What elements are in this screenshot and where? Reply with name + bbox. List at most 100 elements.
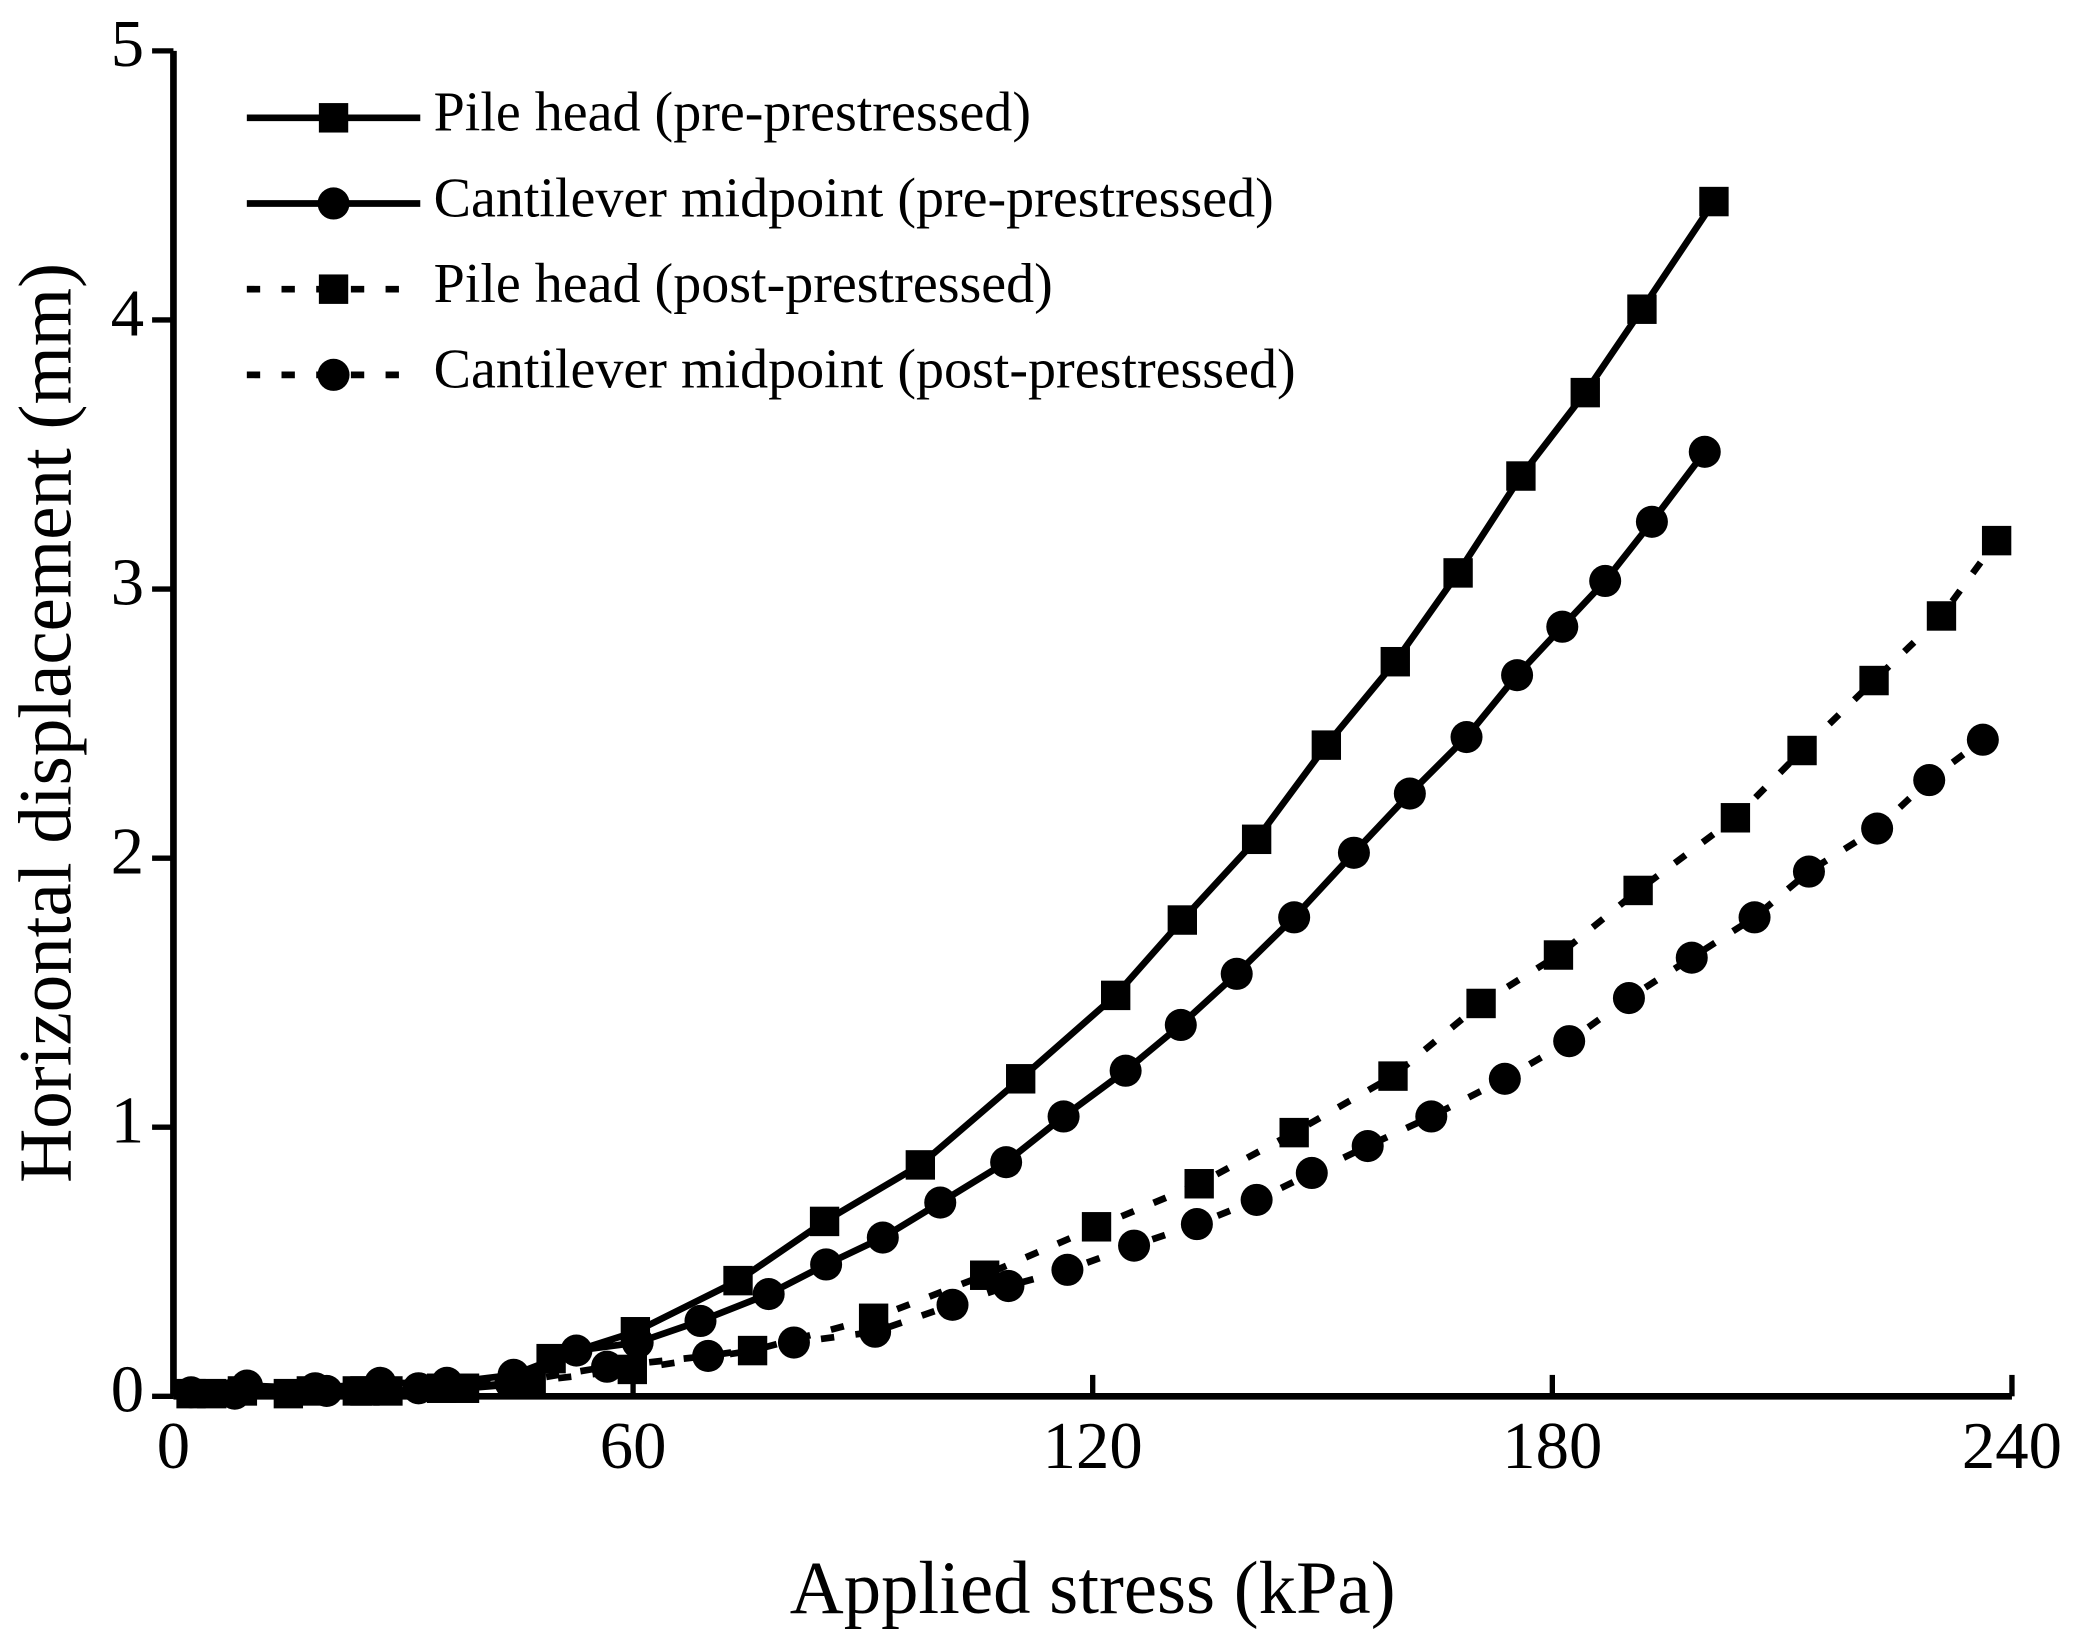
marker [1220, 957, 1253, 990]
marker [1501, 659, 1534, 692]
marker [1488, 1062, 1521, 1095]
marker [990, 1146, 1023, 1179]
marker [1180, 1208, 1213, 1241]
legend-label: Pile head (post-prestressed) [434, 253, 1053, 315]
x-axis-title: Applied stress (kPa) [790, 1547, 1396, 1630]
marker [1109, 1054, 1142, 1087]
series [197, 525, 2012, 1409]
marker [318, 274, 349, 304]
marker [317, 187, 350, 220]
marker [1589, 564, 1622, 598]
marker [591, 1350, 624, 1383]
marker [1553, 1025, 1586, 1058]
marker [218, 1377, 251, 1410]
marker [1627, 294, 1657, 324]
marker [1623, 875, 1653, 906]
marker [1450, 720, 1483, 754]
marker [1688, 435, 1721, 468]
marker [924, 1186, 957, 1219]
marker [752, 1278, 785, 1311]
marker [1543, 940, 1574, 970]
marker [859, 1315, 892, 1348]
x-tick-label: 180 [1502, 1409, 1602, 1483]
marker [1184, 1169, 1214, 1199]
marker [1351, 1130, 1384, 1163]
legend: Pile head (pre-prestressed) Cantilever mi… [246, 82, 1296, 401]
series-line [234, 737, 1985, 1397]
marker [1443, 558, 1473, 588]
marker [1378, 1061, 1408, 1091]
y-tick-label: 2 [111, 814, 144, 888]
y-tick-label: 5 [111, 7, 144, 81]
series-line [190, 449, 1708, 1396]
x-tick-label: 120 [1043, 1409, 1143, 1483]
marker [1164, 1008, 1197, 1042]
x-tick-label: 240 [1962, 1409, 2062, 1483]
marker [1926, 601, 1957, 631]
marker [317, 358, 350, 391]
marker [1612, 982, 1645, 1015]
marker [1981, 525, 2012, 556]
marker [1006, 1064, 1036, 1094]
marker [1675, 941, 1708, 974]
marker [692, 1339, 725, 1373]
marker [1738, 901, 1771, 934]
marker [1380, 646, 1410, 677]
marker [1278, 901, 1311, 934]
legend-label: Cantilever midpoint (pre-prestressed) [434, 167, 1274, 229]
series [175, 435, 1721, 1409]
marker [1466, 988, 1496, 1019]
marker [1699, 186, 1729, 217]
marker [1859, 665, 1889, 696]
marker [723, 1265, 753, 1296]
marker [1506, 461, 1536, 491]
legend-label: Cantilever midpoint (post-prestressed) [434, 339, 1296, 401]
y-tick-label: 4 [111, 276, 144, 350]
marker [1241, 824, 1272, 855]
marker [1570, 377, 1600, 408]
marker [684, 1304, 717, 1338]
marker [310, 1374, 343, 1408]
y-tick-label: 1 [111, 1083, 144, 1157]
marker [1415, 1100, 1448, 1133]
marker [992, 1269, 1025, 1303]
marker [1081, 1212, 1112, 1242]
marker [1720, 803, 1751, 833]
marker [318, 103, 349, 133]
marker [1966, 723, 1999, 756]
marker [1240, 1183, 1273, 1216]
legend-label: Pile head (pre-prestressed) [434, 82, 1031, 144]
marker [1279, 1117, 1309, 1148]
marker [1118, 1229, 1151, 1262]
series [218, 723, 1999, 1410]
marker [1295, 1156, 1328, 1190]
marker [1635, 505, 1668, 538]
marker [809, 1206, 840, 1237]
marker [1337, 836, 1370, 869]
y-tick-label: 0 [111, 1353, 144, 1427]
marker [1787, 735, 1817, 766]
marker [621, 1326, 654, 1359]
marker [402, 1372, 435, 1405]
marker [560, 1334, 593, 1367]
marker [1101, 980, 1131, 1011]
marker [936, 1288, 969, 1321]
y-axis-title: Horizontal displacement (mm) [5, 263, 88, 1183]
marker [866, 1221, 899, 1254]
marker [1047, 1100, 1080, 1133]
marker [810, 1248, 843, 1281]
y-tick-label: 3 [111, 545, 144, 619]
series-line [211, 538, 2000, 1397]
marker [494, 1366, 527, 1399]
x-tick-label: 0 [157, 1409, 190, 1483]
marker [1051, 1253, 1084, 1286]
marker [1311, 730, 1342, 760]
marker [1913, 764, 1946, 797]
marker [777, 1326, 810, 1359]
x-tick-label: 60 [600, 1409, 667, 1483]
marker [1861, 812, 1894, 845]
marker [1792, 855, 1825, 888]
marker [1546, 610, 1579, 643]
